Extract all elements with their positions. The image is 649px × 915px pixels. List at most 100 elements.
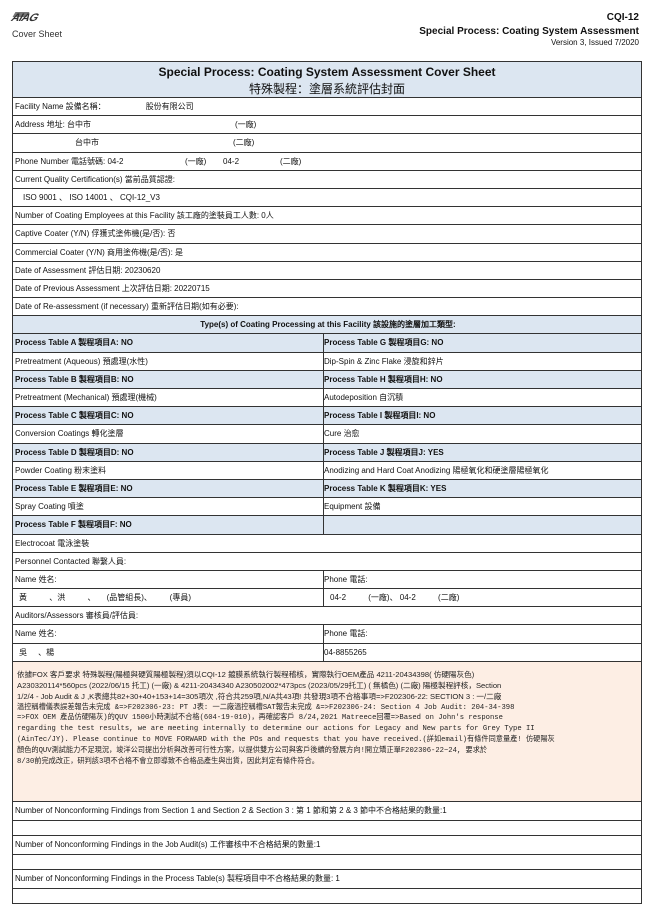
cert-row: Current Quality Certification(s) 當前品質認證:	[13, 171, 641, 189]
findings-job-audit-row: Number of Nonconforming Findings in the …	[13, 836, 641, 855]
findings-section-row: Number of Nonconforming Findings from Se…	[13, 802, 641, 821]
commercial-row: Commercial Coater (Y/N) 商用塗佈機(是/否): 是	[13, 244, 641, 262]
process-row: Process Table A 製程項目A: NO Process Table G…	[13, 334, 641, 353]
process-row: Pretreatment (Aqueous) 預處理(水性) Dip-Spin &…	[13, 352, 641, 371]
process-name: Conversion Coatings 轉化塗層	[13, 425, 324, 443]
address-row-2: 台中市 (二廠)	[13, 134, 641, 153]
note-line: A230320114*560pcs (2022/06/15 托工) (一廠) &…	[17, 680, 502, 690]
process-table-status: Process Table H 製程項目H: NO	[324, 374, 443, 384]
process-table-status: Process Table I 製程項目I: NO	[324, 411, 436, 421]
process-name: Cure 治愈	[324, 429, 360, 439]
address-plant2: (二廠)	[233, 138, 255, 148]
note-line: 溫控稱槽儀表誤差報告未完成 &=>F202306-23: PT J表: 一二廠溫…	[17, 703, 515, 712]
process-row: Electrocoat 電泳塗裝	[13, 534, 641, 553]
process-row: Spray Coating 噴塗 Equipment 設備	[13, 498, 641, 517]
auditors-phone-label: Phone 電話:	[324, 629, 368, 639]
note-line: (AinTec/JY). Please continue to MOVE FOR…	[17, 736, 555, 745]
process-name: Spray Coating 噴塗	[13, 498, 324, 516]
personnel-values-row: 黃 、洪 、 (品管組長)、 (專員) 04-2 (一廠)、 04-2 (二廠)	[13, 589, 641, 608]
process-row: Powder Coating 粉末塗料 Anodizing and Hard Co…	[13, 461, 641, 480]
process-row: Pretreatment (Mechanical) 預處理(機械) Autodep…	[13, 389, 641, 408]
captive-row: Captive Coater (Y/N) 俘獲式塗佈機(是/否): 否	[13, 225, 641, 244]
note-line: regarding the test results, we are meeti…	[17, 725, 535, 734]
auditors-name-label: Name 姓名:	[13, 625, 324, 643]
doc-title: Special Process: Coating System Assessme…	[419, 26, 639, 37]
doc-id: CQI-12	[606, 12, 639, 23]
process-table-status: Process Table A 製程項目A: NO	[13, 334, 324, 352]
phone-plant1: (一廠)	[185, 156, 207, 166]
date-reassessment-row: Date of Re-assessment (if necessary) 重新評…	[13, 298, 641, 317]
process-name: Equipment 設備	[324, 502, 381, 512]
auditors-values-row: 吳 、楊 04-8855265	[13, 643, 641, 662]
process-row: Process Table E 製程項目E: NO Process Table K…	[13, 479, 641, 499]
personnel-name-label: Name 姓名:	[13, 570, 324, 589]
personnel-phones[interactable]: 04-2 (一廠)、 04-2 (二廠)	[330, 593, 460, 603]
title-zh: 特殊製程：塗層系統評估封面	[248, 82, 405, 96]
process-row: Process Table F 製程項目F: NO	[13, 516, 641, 535]
note-line: 顏色的QUV測試能力不足現況，竣洋公司提出分析與改善可行性方案，以提供雙方公司與…	[17, 747, 488, 756]
facility-row: Facility Name 設備名稱： 股份有限公司	[13, 98, 641, 117]
address-label: Address 地址: 台中市	[15, 120, 92, 130]
types-header: Type(s) of Coating Processing at this Fa…	[13, 316, 641, 335]
process-table: Process Table A 製程項目A: NO Process Table G…	[13, 334, 641, 553]
assessment-note[interactable]: 依據FOX 客戶要求 特殊製程(陽極與硬質陽極製程)須以CQI-12 鍍膜系統執…	[13, 661, 641, 802]
findings-process-table-row: Number of Nonconforming Findings in the …	[13, 870, 641, 889]
address-plant1: (一廠)	[235, 120, 257, 130]
process-name	[322, 534, 641, 552]
process-name: Autodeposition 自沉積	[324, 393, 404, 402]
process-table-status: Process Table C 製程項目C: NO	[13, 407, 324, 425]
form-title: Special Process: Coating System Assessme…	[13, 62, 641, 98]
auditors-row: Auditors/Assessors 審核員/評估員:	[13, 607, 641, 626]
process-row: Process Table D 製程項目D: NO Process Table J…	[13, 443, 641, 462]
cover-sheet-form: Special Process: Coating System Assessme…	[12, 61, 642, 904]
findings-process-table-blank[interactable]	[13, 889, 641, 904]
note-line: 1/2/4 - Job Audit & J ,K表總共82+30+40+153+…	[17, 691, 502, 701]
process-table-status: Process Table E 製程項目E: NO	[13, 479, 324, 498]
process-row: Conversion Coatings 轉化塗層 Cure 治愈	[13, 425, 641, 444]
personnel-phone-label: Phone 電話:	[324, 574, 368, 584]
process-name: Pretreatment (Mechanical) 預處理(機械)	[13, 389, 324, 407]
personnel-names[interactable]: 黃 、洪 、 (品管組長)、 (專員)	[13, 589, 324, 607]
process-name: Electrocoat 電泳塗裝	[13, 534, 324, 552]
process-table-status: Process Table K 製程項目K: YES	[324, 483, 447, 493]
personnel-labels-row: Name 姓名: Phone 電話:	[13, 570, 641, 590]
phone-plant2: (二廠)	[280, 156, 302, 166]
doc-version: Version 3, Issued 7/2020	[550, 38, 639, 47]
title-en: Special Process: Coating System Assessme…	[158, 65, 496, 79]
date-previous-row: Date of Previous Assessment 上次評估日期: 2022…	[13, 280, 641, 299]
findings-job-audit-blank[interactable]	[13, 855, 641, 870]
process-table-status: Process Table D 製程項目D: NO	[13, 443, 324, 461]
address-row: Address 地址: 台中市 (一廠)	[13, 116, 641, 135]
note-line: 8/30前完成改正，研判該3項不合格不會立即導致不合格品產生與出貨，因此判定有條…	[17, 758, 319, 767]
personnel-row: Personnel Contacted 聯繫人員:	[13, 553, 641, 571]
phone-label: Phone Number 電話號碼: 04-2	[15, 156, 124, 166]
auditors-phones[interactable]: 04-8855265	[324, 647, 367, 657]
cert-value-row: ISO 9001 、 ISO 14001 、 CQI-12_V3	[13, 189, 641, 208]
header-right: CQI-12 Special Process: Coating System A…	[419, 12, 639, 47]
findings-section-blank[interactable]	[13, 821, 641, 836]
address-line2[interactable]: 台中市	[75, 138, 99, 148]
header-left: AIAG Cover Sheet	[8, 12, 62, 39]
facility-label: Facility Name 設備名稱：	[15, 102, 106, 111]
employees-row: Number of Coating Employees at this Faci…	[13, 207, 641, 226]
process-name: Powder Coating 粉末塗料	[13, 461, 324, 479]
note-line: =>FOX OEM 產品仿硬陽灰)的QUV 1500小時測試不合格(604-19…	[17, 714, 503, 723]
process-row: Process Table B 製程項目B: NO Process Table H…	[13, 370, 641, 389]
process-table-status: Process Table F 製程項目F: NO	[13, 516, 324, 534]
facility-value[interactable]: 股份有限公司	[145, 102, 194, 111]
process-table-status: Process Table B 製程項目B: NO	[13, 370, 324, 388]
process-table-status	[322, 516, 641, 533]
cert-value[interactable]: ISO 9001 、 ISO 14001 、 CQI-12_V3	[23, 192, 160, 202]
note-line: 依據FOX 客戶要求 特殊製程(陽極與硬質陽極製程)須以CQI-12 鍍膜系統執…	[17, 669, 475, 679]
date-assessment-row: Date of Assessment 評估日期: 20230620	[13, 262, 641, 280]
process-name: Dip-Spin & Zinc Flake 浸旋和鋅片	[324, 356, 444, 366]
process-table-status: Process Table J 製程項目J: YES	[324, 447, 444, 457]
auditors-names[interactable]: 吳 、楊	[13, 643, 324, 661]
phone-row: Phone Number 電話號碼: 04-2 (一廠) 04-2 (二廠)	[13, 153, 641, 171]
auditors-labels-row: Name 姓名: Phone 電話:	[13, 625, 641, 644]
process-row: Process Table C 製程項目C: NO Process Table I…	[13, 407, 641, 426]
aiag-logo: AIAG	[8, 12, 41, 24]
process-name: Pretreatment (Aqueous) 預處理(水性)	[13, 352, 324, 370]
process-name: Anodizing and Hard Coat Anodizing 陽極氧化和硬…	[324, 465, 549, 475]
phone-num2[interactable]: 04-2	[223, 156, 240, 166]
